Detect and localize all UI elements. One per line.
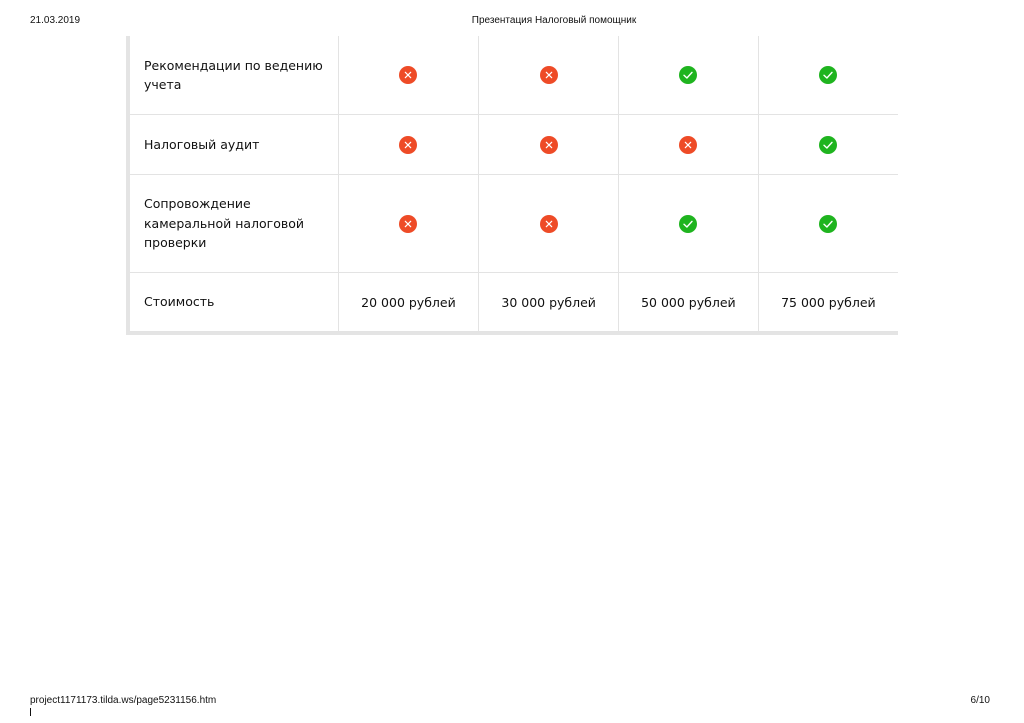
feature-cell xyxy=(337,114,480,175)
cross-circle-icon xyxy=(539,214,558,233)
price-row: Стоимость 20 000 рублей 30 000 рублей 50… xyxy=(130,272,898,332)
check-circle-icon xyxy=(819,135,838,154)
print-date: 21.03.2019 xyxy=(30,15,81,26)
row-label: Рекомендации по ведению учета xyxy=(130,36,339,115)
feature-cell xyxy=(478,174,620,273)
price-cell: 50 000 рублей xyxy=(618,272,759,332)
cross-circle-icon xyxy=(399,135,418,154)
check-circle-icon xyxy=(819,214,838,233)
feature-cell xyxy=(757,36,898,115)
source-url: project1171173.tilda.ws/page5231156.htm xyxy=(30,695,217,706)
table-row: Рекомендации по ведению учета xyxy=(130,36,898,115)
feature-cell xyxy=(618,174,759,273)
feature-cell xyxy=(478,114,620,175)
check-circle-icon xyxy=(679,214,698,233)
check-circle-icon xyxy=(679,66,698,84)
feature-cell xyxy=(618,114,759,175)
price-cell: 30 000 рублей xyxy=(478,272,620,332)
price-cell: 20 000 рублей xyxy=(337,272,480,332)
cross-circle-icon xyxy=(539,135,558,154)
page-number: 6/10 xyxy=(970,695,990,706)
feature-cell xyxy=(757,174,898,273)
page-title: Презентация Налоговый помощник xyxy=(471,15,637,26)
feature-cell xyxy=(618,36,759,115)
feature-cell xyxy=(757,114,898,175)
table-row: Сопровождение камеральной налоговой пров… xyxy=(130,174,898,273)
feature-cell xyxy=(478,36,620,115)
feature-cell xyxy=(337,174,480,273)
price-row-label: Стоимость xyxy=(130,272,339,332)
feature-cell xyxy=(337,36,480,115)
comparison-grid: Рекомендации по ведению учета Налоговый … xyxy=(130,36,898,332)
cross-circle-icon xyxy=(399,214,418,233)
pricing-comparison-table: Рекомендации по ведению учета Налоговый … xyxy=(126,36,898,335)
row-label: Сопровождение камеральной налоговой пров… xyxy=(130,174,339,273)
cross-circle-icon xyxy=(399,66,418,84)
cross-circle-icon xyxy=(679,135,698,154)
table-row: Налоговый аудит xyxy=(130,114,898,175)
check-circle-icon xyxy=(819,66,838,84)
cross-circle-icon xyxy=(539,66,558,84)
row-label: Налоговый аудит xyxy=(130,114,339,175)
footer-mark xyxy=(30,708,31,716)
price-cell: 75 000 рублей xyxy=(757,272,898,332)
